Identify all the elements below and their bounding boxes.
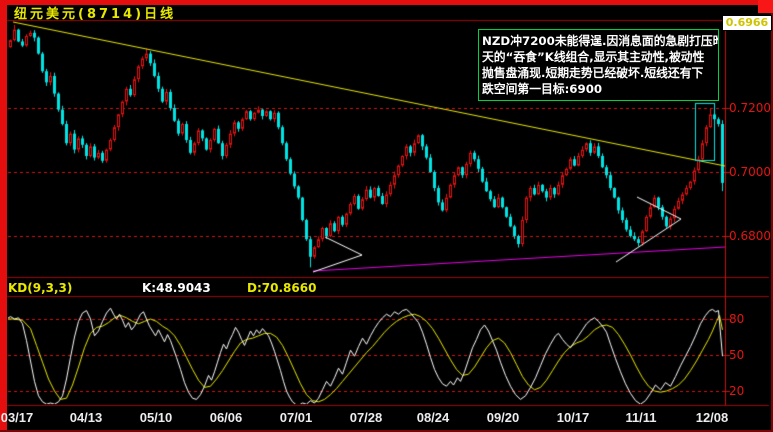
kd-scale-50: 50 xyxy=(729,348,745,362)
kd-d-value: D:70.8660 xyxy=(247,281,317,295)
date-tick: 10/17 xyxy=(556,410,590,425)
kd-indicator-label[interactable]: KD(9,3,3) xyxy=(8,281,73,295)
analysis-note-line: 跌空间第一目标:6900 xyxy=(482,82,603,96)
kd-scale-80: 80 xyxy=(729,312,745,326)
analysis-note-line: 天的“吞食”K线组合,显示其主动性,被动性 xyxy=(482,50,705,64)
kd-scale-20: 20 xyxy=(729,384,745,398)
date-tick: 09/20 xyxy=(486,410,520,425)
date-tick: 06/06 xyxy=(209,410,243,425)
window-border-bottom xyxy=(0,430,773,432)
date-tick: 11/11 xyxy=(625,410,657,425)
window-border-left xyxy=(0,0,7,432)
date-tick: 12/08 xyxy=(695,410,729,425)
date-tick: 05/10 xyxy=(139,410,173,425)
price-label-7200: 0.7200 xyxy=(729,101,771,115)
date-tick: 07/01 xyxy=(279,410,313,425)
price-label-6800: 0.6800 xyxy=(729,229,771,243)
price-label-7000: 0.7000 xyxy=(729,165,771,179)
last-price-badge: 0.6966 xyxy=(722,15,772,31)
analysis-note-line: NZD冲7200未能得逞.因消息面的急剧打压昨 xyxy=(482,34,719,48)
date-tick: 04/13 xyxy=(69,410,103,425)
analysis-note: NZD冲7200未能得逞.因消息面的急剧打压昨 天的“吞食”K线组合,显示其主动… xyxy=(478,29,719,101)
window-border-top xyxy=(0,0,773,5)
window-border-right xyxy=(771,0,773,432)
date-tick: 03/17 xyxy=(0,410,34,425)
date-tick: 08/24 xyxy=(416,410,450,425)
analysis-note-line: 抛售盘涌现.短期走势已经破坏.短线还有下 xyxy=(482,66,704,80)
window-corner-button[interactable] xyxy=(758,0,773,13)
kd-k-value: K:48.9043 xyxy=(142,281,211,295)
chart-title: 纽元美元(8714)日线 xyxy=(14,7,177,22)
date-tick: 07/28 xyxy=(349,410,383,425)
